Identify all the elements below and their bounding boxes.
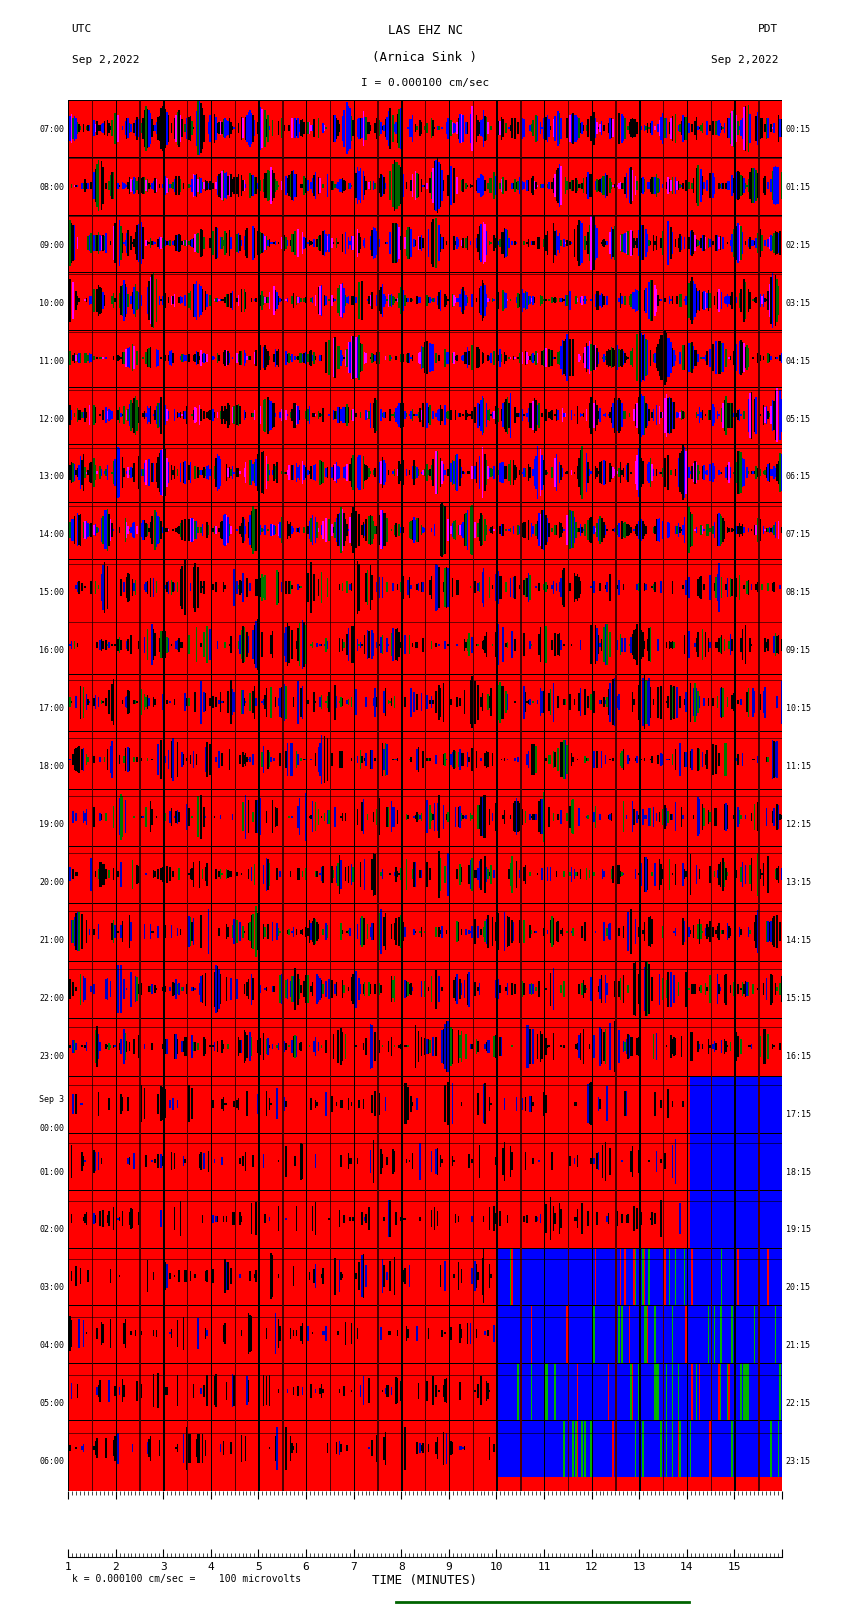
Text: 10:15: 10:15 <box>785 705 811 713</box>
Text: 04:00: 04:00 <box>39 1342 65 1350</box>
Text: 22:15: 22:15 <box>785 1398 811 1408</box>
Text: 01:15: 01:15 <box>785 182 811 192</box>
Text: k = 0.000100 cm/sec =    100 microvolts: k = 0.000100 cm/sec = 100 microvolts <box>71 1574 301 1584</box>
Text: 08:15: 08:15 <box>785 589 811 597</box>
Text: 04:15: 04:15 <box>785 356 811 366</box>
Text: Sep 2,2022: Sep 2,2022 <box>711 55 779 65</box>
Text: 11:15: 11:15 <box>785 761 811 771</box>
Text: 18:15: 18:15 <box>785 1168 811 1176</box>
Text: 16:00: 16:00 <box>39 647 65 655</box>
Text: 09:15: 09:15 <box>785 647 811 655</box>
Text: 20:00: 20:00 <box>39 877 65 887</box>
Text: 02:00: 02:00 <box>39 1226 65 1234</box>
Text: 19:00: 19:00 <box>39 819 65 829</box>
Text: LAS EHZ NC: LAS EHZ NC <box>388 24 462 37</box>
Text: 20:15: 20:15 <box>785 1284 811 1292</box>
Text: 15:00: 15:00 <box>39 589 65 597</box>
Text: 05:15: 05:15 <box>785 415 811 424</box>
Text: 18:00: 18:00 <box>39 761 65 771</box>
Text: 07:15: 07:15 <box>785 531 811 539</box>
Text: 13:15: 13:15 <box>785 877 811 887</box>
Text: 21:15: 21:15 <box>785 1342 811 1350</box>
Text: 14:00: 14:00 <box>39 531 65 539</box>
Text: I = 0.000100 cm/sec: I = 0.000100 cm/sec <box>361 77 489 87</box>
Text: 23:00: 23:00 <box>39 1052 65 1061</box>
Text: 06:00: 06:00 <box>39 1457 65 1466</box>
Text: 17:00: 17:00 <box>39 705 65 713</box>
Text: 00:00: 00:00 <box>39 1124 65 1132</box>
Text: 11:00: 11:00 <box>39 356 65 366</box>
Text: 09:00: 09:00 <box>39 240 65 250</box>
Text: 19:15: 19:15 <box>785 1226 811 1234</box>
Text: 16:15: 16:15 <box>785 1052 811 1061</box>
Text: 21:00: 21:00 <box>39 936 65 945</box>
Text: 10:00: 10:00 <box>39 298 65 308</box>
Text: 12:00: 12:00 <box>39 415 65 424</box>
Text: Sep 3: Sep 3 <box>39 1095 65 1105</box>
Text: (Arnica Sink ): (Arnica Sink ) <box>372 52 478 65</box>
Text: 07:00: 07:00 <box>39 124 65 134</box>
Text: 14:15: 14:15 <box>785 936 811 945</box>
Text: 02:15: 02:15 <box>785 240 811 250</box>
Text: 05:00: 05:00 <box>39 1398 65 1408</box>
Text: UTC: UTC <box>71 24 92 34</box>
Text: 15:15: 15:15 <box>785 994 811 1003</box>
Text: 00:15: 00:15 <box>785 124 811 134</box>
Text: 01:00: 01:00 <box>39 1168 65 1176</box>
Text: 03:15: 03:15 <box>785 298 811 308</box>
Text: 06:15: 06:15 <box>785 473 811 481</box>
Text: 12:15: 12:15 <box>785 819 811 829</box>
Text: 03:00: 03:00 <box>39 1284 65 1292</box>
Text: Sep 2,2022: Sep 2,2022 <box>71 55 139 65</box>
Text: 13:00: 13:00 <box>39 473 65 481</box>
Text: 17:15: 17:15 <box>785 1110 811 1119</box>
X-axis label: TIME (MINUTES): TIME (MINUTES) <box>372 1574 478 1587</box>
Text: 23:15: 23:15 <box>785 1457 811 1466</box>
Text: PDT: PDT <box>758 24 779 34</box>
Text: 08:00: 08:00 <box>39 182 65 192</box>
Text: 22:00: 22:00 <box>39 994 65 1003</box>
